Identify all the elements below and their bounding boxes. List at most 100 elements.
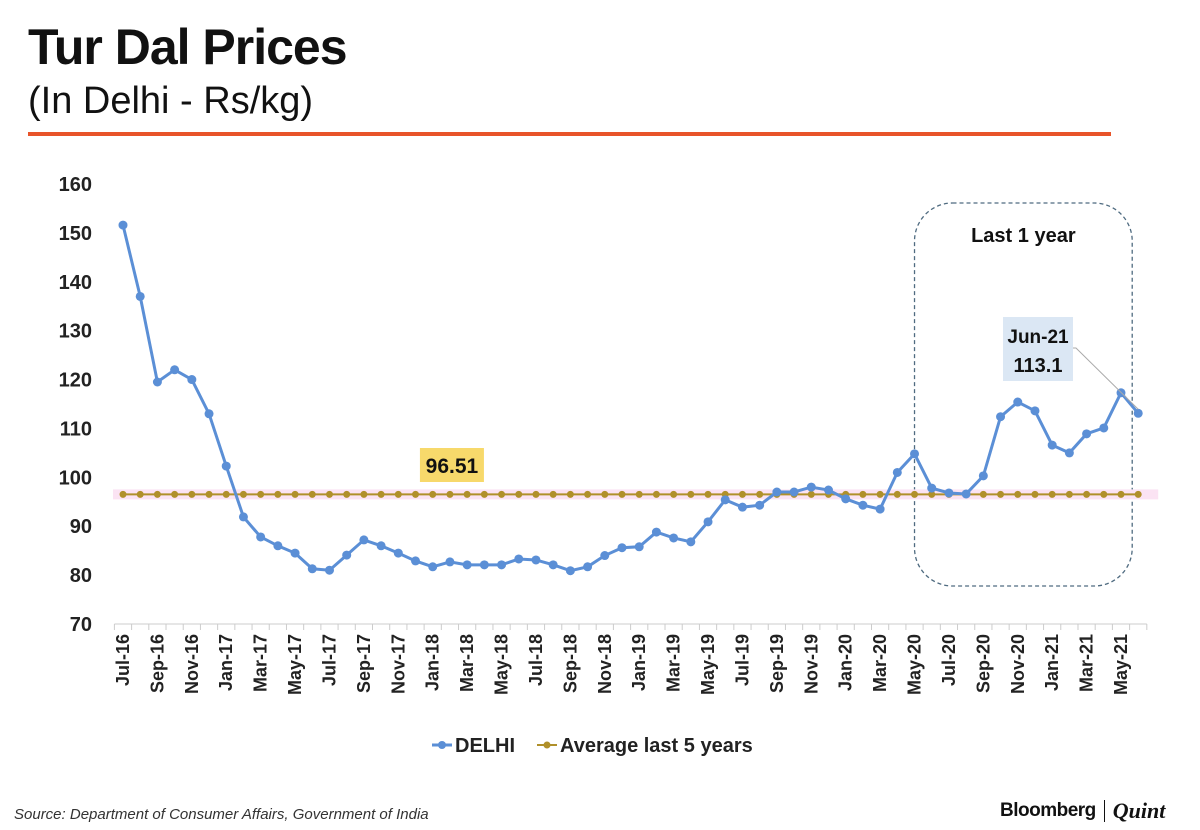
delhi-point <box>290 548 300 558</box>
delhi-point <box>497 560 507 570</box>
average-value-label: 96.51 <box>426 455 479 478</box>
delhi-point <box>1099 423 1109 433</box>
average-point <box>1048 490 1056 498</box>
x-tick-label: Jan-18 <box>423 634 443 691</box>
delhi-point <box>324 565 334 575</box>
annotations: 96.51 Jun-21 113.1 <box>419 317 1139 482</box>
x-tick-label: May-18 <box>492 634 512 695</box>
x-tick-label: Jul-16 <box>113 634 133 686</box>
last-year-box: Last 1 year <box>913 202 1133 587</box>
average-point <box>188 490 196 498</box>
average-point <box>893 490 901 498</box>
brand-separator <box>1103 800 1105 822</box>
legend-average-label: Average last 5 years <box>560 735 753 757</box>
delhi-point <box>1030 406 1040 416</box>
delhi-point <box>789 487 799 497</box>
average-point <box>239 490 247 498</box>
average-point <box>222 490 230 498</box>
average-point <box>704 490 712 498</box>
x-tick-label: Sep-17 <box>354 634 374 693</box>
chart-title: Tur Dal Prices <box>28 19 348 75</box>
x-tick-label: Mar-21 <box>1077 634 1097 692</box>
x-tick-label: Jan-19 <box>629 634 649 691</box>
average-point <box>325 490 333 498</box>
delhi-point <box>600 551 610 561</box>
delhi-point <box>238 512 248 522</box>
average-point <box>1065 490 1073 498</box>
average-point <box>1031 490 1039 498</box>
average-point <box>584 490 592 498</box>
x-tick-label: Jul-19 <box>732 634 752 686</box>
delhi-point <box>135 291 145 301</box>
delhi-line <box>121 224 1140 573</box>
delhi-point <box>703 517 713 527</box>
delhi-point <box>978 471 988 481</box>
delhi-point <box>583 562 593 572</box>
x-tick-label: Jan-20 <box>836 634 856 691</box>
average-point <box>205 490 213 498</box>
x-tick-label: Nov-20 <box>1008 634 1028 694</box>
x-tick-label: May-17 <box>285 634 305 695</box>
x-tick-label: May-21 <box>1111 634 1131 695</box>
last-year-box-outline <box>913 202 1133 587</box>
delhi-point <box>823 485 833 495</box>
average-series <box>113 489 1159 500</box>
average-point <box>1117 490 1125 498</box>
last-year-label: Last 1 year <box>971 225 1076 247</box>
x-tick-label: Mar-17 <box>251 634 271 692</box>
delhi-series <box>118 220 1143 576</box>
delhi-point <box>204 409 214 419</box>
delhi-point <box>187 375 197 385</box>
average-point <box>549 490 557 498</box>
delhi-point <box>634 542 644 552</box>
latest-value-box <box>1003 317 1073 381</box>
legend-average-marker <box>543 741 551 749</box>
delhi-point <box>944 488 954 498</box>
average-point <box>119 490 127 498</box>
average-point <box>997 490 1005 498</box>
legend-delhi-label: DELHI <box>455 735 515 757</box>
y-tick-label: 130 <box>59 321 92 343</box>
average-value-box <box>419 448 484 482</box>
y-tick-label: 160 <box>59 174 92 196</box>
average-point <box>171 490 179 498</box>
brand-bloomberg: Bloomberg <box>1000 800 1096 821</box>
delhi-point <box>393 548 403 558</box>
delhi-point <box>858 500 868 510</box>
y-tick-label: 90 <box>70 516 92 538</box>
average-point <box>1100 490 1108 498</box>
latest-leader-line <box>1073 347 1139 410</box>
delhi-point <box>669 533 679 543</box>
x-tick-label: Nov-17 <box>388 634 408 694</box>
delhi-point <box>720 495 730 505</box>
x-tick-label: Jan-17 <box>216 634 236 691</box>
delhi-point <box>892 467 902 477</box>
x-tick-label: Nov-16 <box>182 634 202 694</box>
delhi-point <box>1047 440 1057 450</box>
x-tick-label: Mar-19 <box>664 634 684 692</box>
delhi-point <box>548 560 558 570</box>
average-point <box>1083 490 1091 498</box>
delhi-point <box>755 500 765 510</box>
delhi-point <box>118 220 128 230</box>
average-point <box>756 490 764 498</box>
delhi-point <box>1013 397 1023 407</box>
average-point <box>652 490 660 498</box>
x-tick-label: May-20 <box>905 634 925 695</box>
delhi-point <box>875 504 885 514</box>
chart-subtitle: (In Delhi - Rs/kg) <box>28 80 314 122</box>
x-tick-label: Jul-18 <box>526 634 546 686</box>
average-point <box>687 490 695 498</box>
y-tick-label: 140 <box>59 272 92 294</box>
average-point <box>274 490 282 498</box>
average-point <box>412 490 420 498</box>
legend: DELHI Average last 5 years <box>432 735 753 757</box>
x-tick-label: Jul-17 <box>319 634 339 686</box>
average-point <box>257 490 265 498</box>
source-note: Source: Department of Consumer Affairs, … <box>14 806 429 823</box>
average-point <box>928 490 936 498</box>
average-point <box>859 490 867 498</box>
delhi-point <box>737 502 747 512</box>
average-point <box>463 490 471 498</box>
